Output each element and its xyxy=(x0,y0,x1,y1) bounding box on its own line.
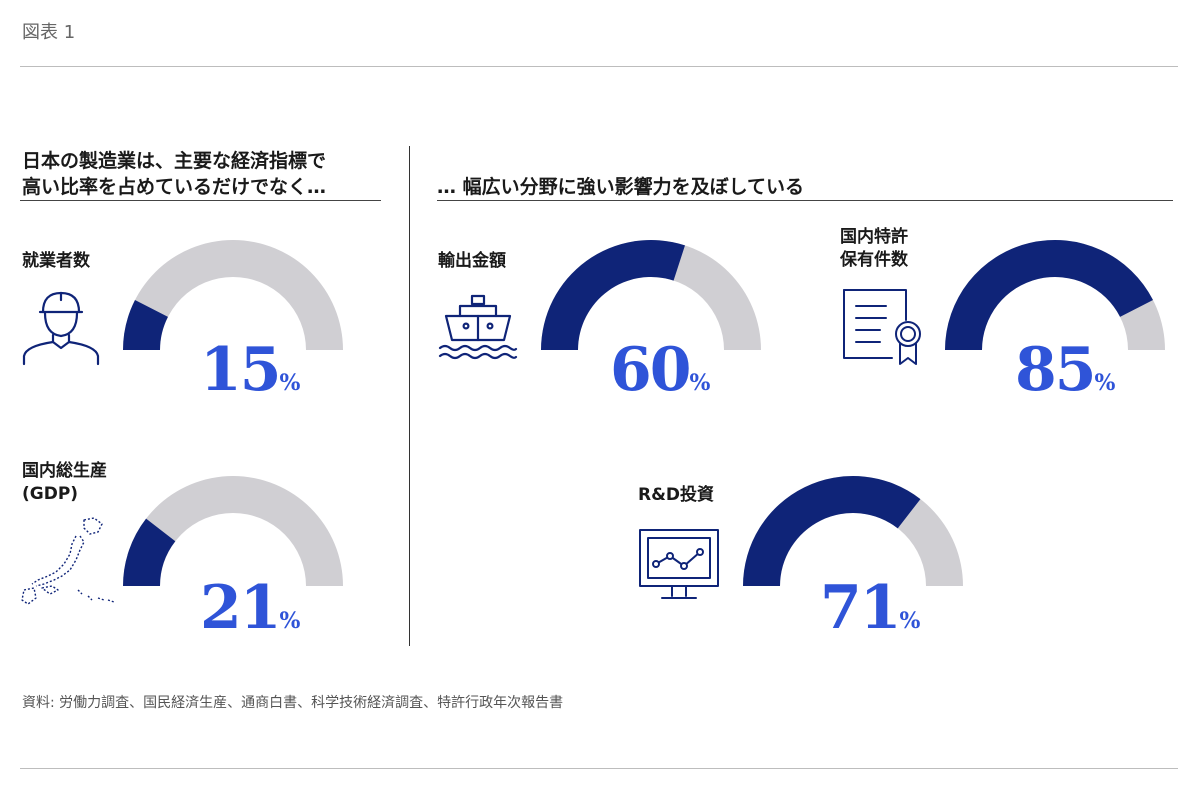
japan-map-icon xyxy=(21,517,115,605)
gdp-label-line1: 国内総生産 xyxy=(22,461,107,481)
left-heading-rule xyxy=(20,200,381,201)
patents-value-number: 85 xyxy=(1015,335,1096,405)
gdp-gauge xyxy=(123,476,343,586)
rnd-label: R&D投資 xyxy=(638,485,715,505)
ship-icon xyxy=(438,294,518,360)
exports-gauge-fill xyxy=(541,239,685,350)
gdp-gauge-fill xyxy=(123,518,176,586)
rnd-gauge xyxy=(743,475,963,586)
source-note: 資料: 労働力調査、国民経済生産、通商白書、科学技術経済調査、特許行政年次報告書 xyxy=(22,695,564,711)
patents-gauge-fill xyxy=(945,240,1154,350)
gdp-value-number: 21 xyxy=(200,573,281,643)
patents-label-line2: 保有件数 xyxy=(840,250,908,270)
gdp-label-line2: (GDP) xyxy=(22,484,79,504)
gdp-value: 21% xyxy=(200,578,300,638)
exports-gauge xyxy=(541,239,761,350)
rnd-value-number: 71 xyxy=(820,573,901,643)
employees-label: 就業者数 xyxy=(22,251,90,271)
exports-value-number: 60 xyxy=(610,335,691,405)
right-heading-rule xyxy=(437,200,1173,201)
gdp-gauge-track xyxy=(123,476,343,586)
figure-label: 図表 1 xyxy=(22,22,76,43)
certificate-icon xyxy=(843,289,921,365)
patents-value-unit: % xyxy=(1094,370,1116,396)
patents-label-line1: 国内特許 xyxy=(840,227,908,247)
column-divider xyxy=(409,146,410,646)
gdp-label: 国内総生産 (GDP) xyxy=(22,460,107,506)
left-heading-line1: 日本の製造業は、主要な経済指標で xyxy=(22,150,327,172)
rnd-gauge-fill xyxy=(743,475,921,586)
rnd-value: 71% xyxy=(820,578,920,638)
patents-gauge xyxy=(945,240,1165,350)
worker-icon xyxy=(22,291,100,366)
bottom-rule xyxy=(20,768,1178,769)
employees-value: 15% xyxy=(200,340,300,400)
employees-gauge-fill xyxy=(123,300,168,350)
monitor-chart-icon xyxy=(639,529,719,599)
right-heading: … 幅広い分野に強い影響力を及ぼしている xyxy=(437,176,805,198)
employees-value-number: 15 xyxy=(200,335,281,405)
employees-value-unit: % xyxy=(279,370,301,396)
gdp-value-unit: % xyxy=(279,608,301,634)
left-heading: 日本の製造業は、主要な経済指標で 高い比率を占めているだけでなく… xyxy=(22,148,326,200)
patents-value: 85% xyxy=(1015,340,1115,400)
employees-gauge xyxy=(123,240,343,350)
employees-gauge-track xyxy=(123,240,343,350)
exports-value-unit: % xyxy=(689,370,711,396)
left-heading-line2: 高い比率を占めているだけでなく… xyxy=(22,176,327,198)
patents-label: 国内特許 保有件数 xyxy=(840,226,908,272)
exports-label: 輸出金額 xyxy=(438,251,506,271)
exports-value: 60% xyxy=(610,340,710,400)
top-rule xyxy=(20,66,1178,67)
rnd-value-unit: % xyxy=(899,608,921,634)
